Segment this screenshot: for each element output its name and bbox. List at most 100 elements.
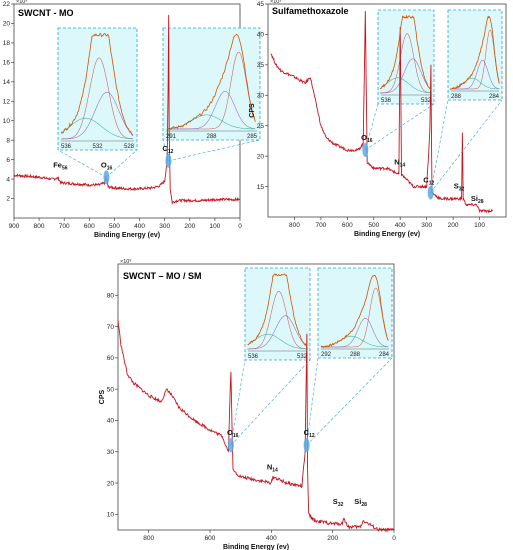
x-tick-label: 800 — [34, 223, 45, 230]
chart-panel-1: 900 800 700 600 500 400 300 200 100 0 2 4 6 8 10 12 14 16… — [0, 0, 261, 239]
y-tick-label: 30 — [107, 449, 115, 456]
x-tick-label: 400 — [266, 535, 277, 542]
element-symbol: O — [227, 428, 233, 437]
inset-tick-label: 288 — [206, 134, 217, 140]
inset-2: 291 288 285 — [166, 33, 258, 140]
element-symbol: S — [454, 182, 459, 191]
connector-line — [430, 99, 503, 193]
connector-line — [306, 357, 393, 446]
x-tick-label: 700 — [59, 223, 70, 230]
x-axis-label: Binding Energy (ev) — [94, 232, 160, 239]
element-label: Si28 — [471, 194, 484, 205]
y-tick-label: 10 — [107, 512, 115, 519]
y-tick-label: 18 — [3, 40, 11, 47]
element-symbol: S — [333, 497, 338, 506]
inset-component-peak — [61, 57, 134, 140]
element-symbol: N — [394, 157, 399, 166]
inset-envelope — [247, 273, 308, 347]
inset-component-peak — [380, 33, 432, 94]
element-label: C12 — [162, 144, 173, 155]
x-tick-label: 400 — [134, 223, 145, 230]
panel-title: Sulfamethoxazole — [272, 6, 349, 16]
y-tick-label: 4 — [6, 176, 10, 183]
y-tick-label: 20 — [107, 480, 115, 487]
y-tick-label: 14 — [3, 79, 11, 86]
inset-2: 292 288 284 — [320, 274, 390, 358]
inset-tick-label: 528 — [124, 144, 135, 150]
x-tick-label: 200 — [448, 222, 459, 229]
element-label: C12 — [304, 428, 315, 439]
element-label: C12 — [423, 176, 434, 187]
element-mass: 16 — [233, 433, 239, 439]
x-axis-label: Binding Energy (ev) — [223, 544, 289, 550]
connector-line — [230, 359, 311, 446]
x-tick-label: 400 — [395, 222, 406, 229]
inset-tick-label: 536 — [381, 98, 392, 104]
y-tick-label: 20 — [3, 21, 11, 28]
element-label: Si28 — [354, 497, 367, 508]
spectrum-line — [13, 14, 241, 205]
inset-component-peak — [247, 291, 307, 350]
y-tick-label: 20 — [257, 153, 265, 160]
x-tick-label: 900 — [9, 223, 20, 230]
y-tick-label: 22 — [3, 1, 11, 8]
inset-box-1 — [57, 27, 138, 151]
element-symbol: Si — [471, 194, 478, 203]
inset-1: 536 532 528 — [60, 33, 135, 150]
y-tick-label: 45 — [257, 1, 265, 8]
inset-envelope — [166, 33, 256, 131]
element-symbol: O — [101, 160, 107, 169]
inset-2: 288 284 — [449, 15, 500, 100]
y-tick-label: 35 — [257, 62, 265, 69]
inset-envelope — [379, 14, 432, 91]
y-tick-label: 25 — [257, 123, 265, 130]
spectrum-line — [117, 320, 395, 533]
inset-box-2 — [447, 9, 503, 101]
peak-marker — [362, 142, 369, 157]
inset-tick-label: 532 — [92, 144, 103, 150]
element-mass: 28 — [361, 502, 367, 508]
inset-tick-label: 284 — [489, 94, 500, 100]
peak-marker — [227, 438, 234, 453]
inset-tick-label: 288 — [350, 352, 361, 358]
connector-line — [430, 99, 449, 193]
y-tick-label: 16 — [3, 60, 11, 67]
inset-component-peak — [380, 77, 432, 94]
element-mass: 56 — [62, 165, 68, 171]
element-mass: 32 — [459, 187, 465, 193]
element-symbol: C — [304, 428, 310, 437]
element-symbol: C — [423, 176, 429, 185]
y-tick-label: 70 — [107, 324, 115, 331]
element-label: Fe56 — [53, 160, 68, 171]
inset-box-2 — [162, 27, 261, 141]
inset-tick-label: 536 — [61, 144, 72, 150]
inset-box-1 — [377, 9, 435, 105]
inset-box-2 — [317, 267, 393, 359]
element-mass: 12 — [309, 433, 315, 439]
x-tick-label: 300 — [421, 222, 432, 229]
element-mass: 12 — [429, 181, 435, 187]
panel-title: SWCNT - MO — [18, 8, 74, 18]
inset-component-peak — [380, 58, 432, 94]
plot-frame — [117, 263, 395, 531]
inset-box-1 — [244, 267, 311, 361]
inset-component-peak — [61, 117, 134, 140]
element-label: O16 — [101, 160, 113, 171]
inset-tick-label: 288 — [451, 94, 462, 100]
inset-envelope — [60, 33, 134, 136]
peak-marker — [165, 153, 172, 168]
inset-component-peak — [61, 91, 134, 140]
inset-tick-label: 292 — [321, 352, 332, 358]
element-mass: 16 — [367, 138, 373, 144]
y-tick-label: 8 — [6, 137, 10, 144]
x-tick-label: 600 — [84, 223, 95, 230]
inset-1: 536 532 — [247, 273, 308, 360]
x-tick-label: 700 — [315, 222, 326, 229]
chart-panel-3: 800 600 400 200 0 10 20 30 40 50 60 70 80 Binding Ene… — [99, 259, 396, 550]
x-tick-label: 800 — [143, 535, 154, 542]
inset-component-peak — [247, 333, 307, 350]
y-tick-label: 30 — [257, 92, 265, 99]
y-tick-label: 40 — [107, 418, 115, 425]
element-symbol: Fe — [53, 160, 62, 169]
